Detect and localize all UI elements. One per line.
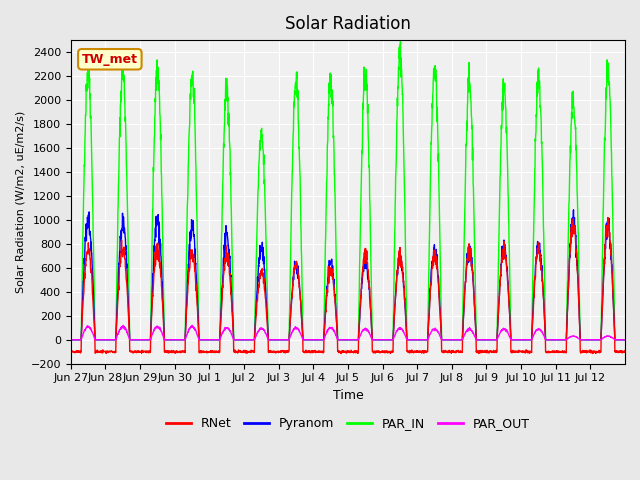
Text: TW_met: TW_met (82, 53, 138, 66)
RNet (515, 348, 523, 353)
PAR_IN (67, 337, 75, 343)
RNet (621, 348, 629, 353)
PAR_OUT (614, 337, 621, 343)
PAR_IN (614, 337, 621, 343)
PAR_OUT (381, 337, 389, 343)
Pyranom (381, 337, 389, 343)
Line: PAR_OUT: PAR_OUT (71, 325, 625, 340)
PAR_OUT (242, 337, 250, 343)
RNet (381, 349, 389, 355)
Pyranom (67, 337, 75, 343)
Pyranom (621, 337, 629, 343)
RNet (337, 350, 345, 356)
PAR_OUT (515, 337, 523, 343)
PAR_IN (242, 337, 250, 343)
X-axis label: Time: Time (333, 389, 364, 402)
PAR_IN (122, 145, 130, 151)
PAR_IN (515, 337, 523, 343)
Legend: RNet, Pyranom, PAR_IN, PAR_OUT: RNet, Pyranom, PAR_IN, PAR_OUT (161, 412, 535, 435)
RNet (122, 276, 130, 281)
PAR_IN (381, 337, 389, 343)
Pyranom (546, 337, 554, 343)
RNet (614, 348, 621, 354)
Pyranom (122, 252, 130, 258)
PAR_OUT (547, 337, 554, 343)
RNet (604, 215, 612, 220)
RNet (67, 349, 75, 355)
Line: RNet: RNet (71, 217, 625, 353)
Title: Solar Radiation: Solar Radiation (285, 15, 411, 33)
PAR_OUT (188, 323, 196, 328)
Pyranom (570, 207, 577, 213)
PAR_IN (397, 38, 404, 44)
Y-axis label: Solar Radiation (W/m2, uE/m2/s): Solar Radiation (W/m2, uE/m2/s) (15, 111, 25, 293)
PAR_OUT (67, 337, 75, 343)
Line: PAR_IN: PAR_IN (71, 41, 625, 340)
Pyranom (515, 337, 522, 343)
Pyranom (614, 337, 621, 343)
Pyranom (242, 337, 250, 343)
PAR_OUT (621, 337, 629, 343)
RNet (242, 350, 250, 356)
PAR_OUT (122, 327, 130, 333)
RNet (547, 349, 554, 355)
PAR_IN (621, 337, 629, 343)
PAR_IN (547, 337, 554, 343)
Line: Pyranom: Pyranom (71, 210, 625, 340)
